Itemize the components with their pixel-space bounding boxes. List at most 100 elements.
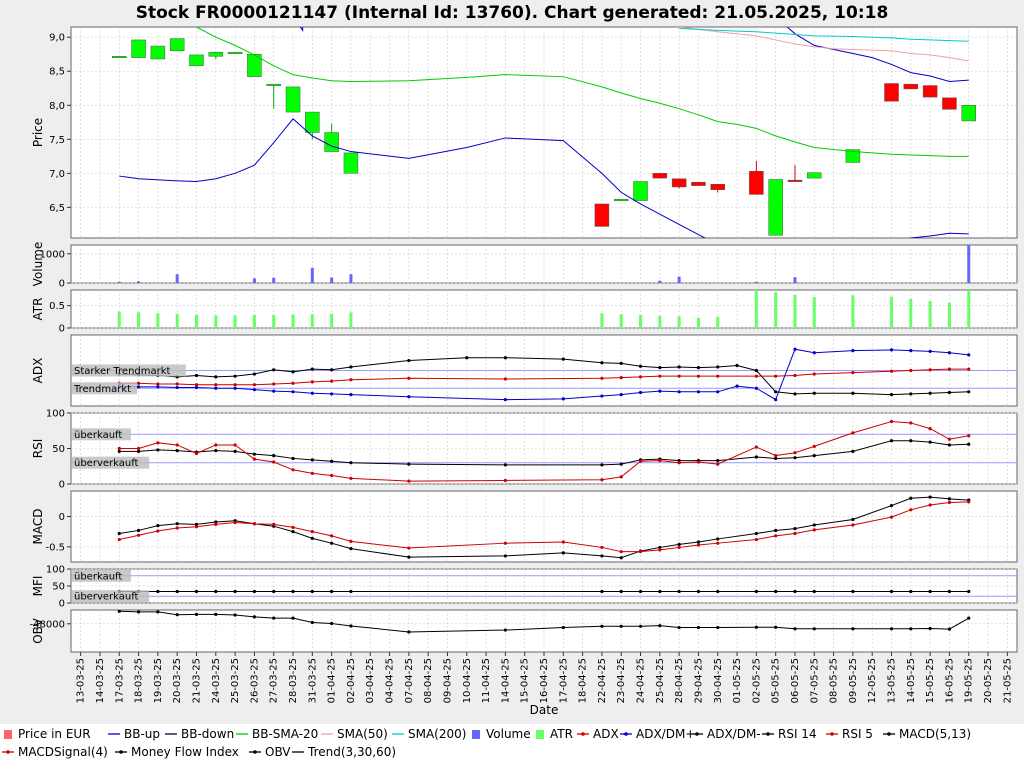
x-tick-label: 20-03-25 [172, 658, 183, 703]
volume-bar [310, 267, 314, 283]
atr-bar [967, 290, 971, 328]
legend-swatch [472, 730, 480, 739]
series-point [754, 531, 758, 536]
series-point [754, 368, 758, 373]
series-point [465, 356, 469, 360]
series-point [214, 449, 218, 453]
x-tick-label: 07-05-25 [809, 658, 820, 703]
series-point [889, 439, 894, 443]
x-tick-label: 09-05-25 [848, 658, 859, 703]
band-label: überverkauft [74, 458, 139, 469]
series-point [175, 382, 179, 386]
series-point [272, 368, 276, 372]
series-point [349, 365, 353, 369]
series-point [812, 454, 816, 458]
series-point [600, 361, 604, 365]
legend-item: OBV [249, 745, 291, 759]
x-tick-label: 30-04-25 [713, 658, 724, 703]
x-tick-label: 06-05-25 [790, 658, 801, 703]
rsi-y-label: RSI [31, 439, 45, 459]
series-point [967, 442, 971, 446]
candle-body [208, 51, 224, 57]
x-tick-label: 12-05-25 [867, 658, 878, 703]
x-tick-label: 17-03-25 [114, 658, 125, 703]
series-point [909, 496, 913, 500]
volume-y-label: Volume [31, 242, 45, 287]
legend-item: BB-SMA-20 [236, 727, 318, 741]
atr-bar [175, 313, 179, 328]
atr-y-label: ATR [31, 298, 45, 321]
series-point [928, 626, 932, 631]
candle-body [671, 178, 687, 188]
series-point [252, 615, 257, 619]
atr-bar [774, 292, 778, 328]
macd-y-tick-label: 0 [59, 512, 65, 523]
series-point [716, 625, 720, 630]
candle-body [691, 181, 706, 186]
series-point [716, 537, 720, 541]
x-tick-label: 25-03-25 [230, 658, 241, 703]
atr-bar [194, 314, 198, 328]
candle-body [961, 105, 976, 122]
volume-bar [252, 278, 256, 283]
series-point [928, 440, 932, 444]
series-point [349, 547, 353, 551]
volume-plot-area [70, 244, 1018, 284]
series-point [677, 390, 681, 394]
series-point [812, 627, 816, 631]
series-point [561, 551, 565, 555]
legend-background [0, 724, 1024, 768]
legend-label: BB-SMA-20 [252, 727, 318, 741]
legend-label: ADX [593, 727, 619, 741]
candle-body [169, 38, 185, 52]
candle-body [189, 54, 204, 67]
series-point [696, 374, 701, 378]
series-point [793, 456, 797, 460]
series-point [117, 531, 121, 536]
candle-body [845, 149, 861, 163]
series-point [774, 528, 778, 533]
volume-bar [754, 281, 758, 283]
atr-bar [330, 313, 334, 328]
series-point [214, 522, 218, 526]
band-label-bg [72, 382, 137, 395]
series-point [136, 449, 141, 453]
series-point [928, 391, 932, 395]
rsi-y-tick-label: 50 [52, 444, 65, 455]
candle-body [942, 97, 957, 110]
series-point [967, 500, 971, 504]
series-point [600, 554, 604, 558]
series-point [349, 461, 353, 465]
volume-bar [272, 277, 276, 283]
atr-bar [639, 315, 643, 328]
atr-bar [716, 316, 720, 328]
x-tick-label: 19-05-25 [964, 658, 975, 703]
price-y-tick-label: 7,0 [49, 169, 65, 180]
atr-bar [890, 296, 894, 328]
series-line [786, 27, 969, 82]
series-point [175, 385, 179, 390]
price-y-tick-label: 8,5 [49, 67, 65, 78]
legend-label: MACD(5,13) [899, 727, 971, 741]
series-point [136, 385, 141, 389]
volume-bar [658, 280, 662, 283]
series-point [716, 390, 720, 394]
x-tick-label: 10-04-25 [462, 658, 473, 703]
band-label: Starker Trendmarkt [74, 366, 171, 377]
series-point [136, 446, 141, 451]
series-point [233, 443, 237, 447]
series-point [407, 546, 411, 550]
series-point [600, 624, 604, 628]
series-point [793, 451, 797, 455]
series-point [407, 358, 411, 363]
series-point [793, 531, 797, 536]
series-point [291, 616, 295, 620]
atr-bar [754, 290, 758, 328]
x-axis-label: Date [530, 703, 559, 717]
series-point [349, 393, 353, 397]
series-point [658, 458, 662, 463]
legend-marker [830, 732, 834, 736]
series-point [696, 460, 701, 464]
series-point [619, 624, 623, 628]
